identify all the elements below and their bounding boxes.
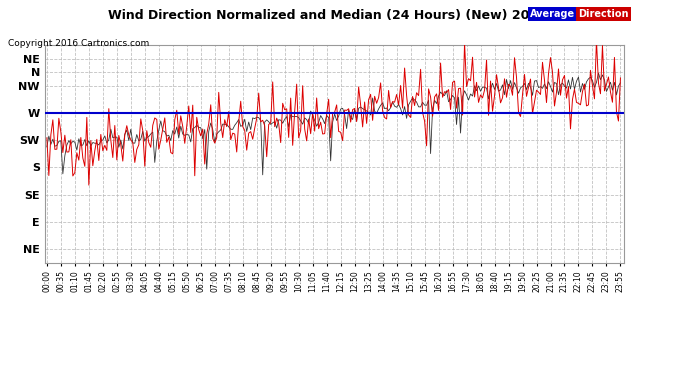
Text: Average: Average xyxy=(530,9,575,20)
Text: Direction: Direction xyxy=(578,9,629,20)
Text: Copyright 2016 Cartronics.com: Copyright 2016 Cartronics.com xyxy=(8,39,150,48)
Text: Wind Direction Normalized and Median (24 Hours) (New) 20160115: Wind Direction Normalized and Median (24… xyxy=(108,9,582,22)
